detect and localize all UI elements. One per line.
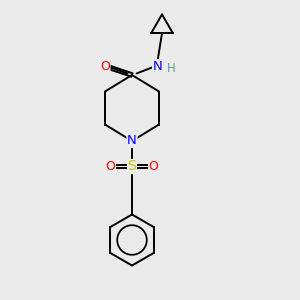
Text: H: H: [167, 62, 176, 76]
Text: N: N: [127, 134, 137, 148]
Text: O: O: [100, 59, 110, 73]
Text: S: S: [128, 160, 136, 173]
Text: O: O: [106, 160, 115, 173]
Text: N: N: [153, 59, 162, 73]
Text: O: O: [149, 160, 158, 173]
